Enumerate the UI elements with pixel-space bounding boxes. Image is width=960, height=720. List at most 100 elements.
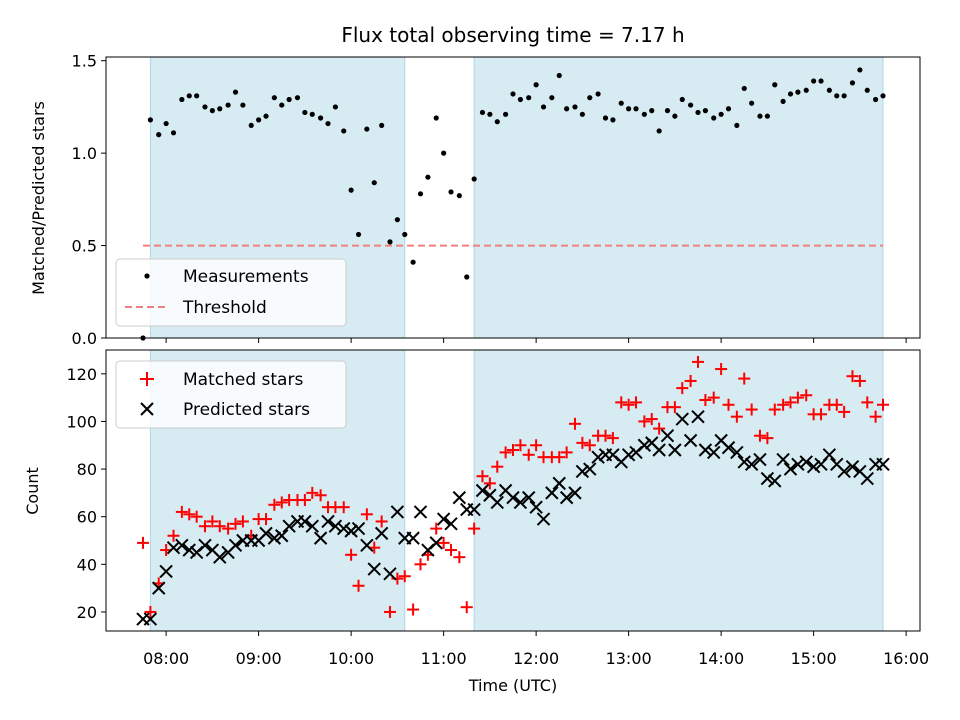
predicted-star-stroke-b [483, 488, 497, 502]
measurement-point [325, 120, 331, 127]
predicted-star-stroke-b [166, 540, 181, 555]
matched-star-point [175, 505, 188, 518]
predicted-star-point [683, 433, 698, 448]
predicted-star-point [675, 412, 689, 426]
measurement-point [179, 96, 185, 103]
matched-star-point [568, 417, 581, 430]
matched-star-point [453, 551, 466, 564]
matched-star-point [430, 522, 443, 535]
top-y-tick-label: 0.0 [72, 329, 97, 348]
x-tick-label: 13:00 [606, 649, 652, 668]
measurement-point [795, 89, 801, 95]
measurement-point [355, 231, 362, 238]
predicted-star-point [845, 459, 860, 474]
measurement-point [417, 191, 424, 197]
matched-star-point [615, 396, 628, 409]
bottom-y-tick-label: 80 [77, 460, 97, 479]
measurement-point [256, 117, 262, 123]
matched-star-point [522, 448, 535, 461]
matched-star-point [414, 558, 427, 571]
x-tick-label: 11:00 [421, 649, 467, 668]
measurement-point [595, 91, 601, 97]
matched-star-point [499, 446, 512, 459]
measurement-point [841, 93, 847, 99]
measurement-point [641, 111, 647, 117]
predicted-star-point [552, 476, 566, 491]
predicted-star-stroke-b [806, 459, 821, 474]
matched-star-point [622, 398, 635, 411]
predicted-star-stroke-b [351, 521, 366, 536]
predicted-star-stroke-b [737, 455, 751, 469]
measurement-point [610, 117, 616, 123]
predicted-star-stroke-b [490, 495, 504, 510]
measurement-point [826, 87, 832, 93]
matched-star-point [553, 451, 566, 464]
predicted-star-stroke-b [228, 538, 243, 552]
top-x-ticks [165, 338, 907, 343]
bottom-y-axis-label: Count [23, 467, 42, 515]
matched-star-point [699, 394, 712, 407]
measurement-point [348, 187, 354, 193]
predicted-star-stroke-b [753, 452, 767, 467]
measurement-point [487, 111, 493, 117]
predicted-star-point [621, 448, 636, 462]
matched-star-point [768, 403, 781, 416]
matched-star-point [753, 429, 766, 442]
bottom-y-tick-label: 20 [77, 603, 97, 622]
matched-star-point [800, 389, 813, 402]
matched-star-point [306, 486, 319, 499]
top-legend: Measurements Threshold [115, 258, 347, 327]
measurement-point [672, 113, 678, 119]
matched-star-point [375, 515, 388, 528]
predicted-star-point [383, 567, 397, 581]
measurement-point [572, 104, 578, 110]
measurement-point [186, 93, 192, 99]
bottom-y-ticks: 20 40 60 80 100 120 [66, 365, 106, 622]
predicted-star-stroke-b [337, 521, 351, 536]
measurement-point [402, 231, 408, 238]
predicted-star-point [328, 519, 343, 533]
observing-windows-top [149, 56, 884, 339]
predicted-star-stroke-b [860, 471, 874, 486]
predicted-star-stroke-b [760, 471, 775, 486]
measurement-point [811, 78, 817, 84]
predicted-star-stroke-b [429, 536, 443, 550]
matched-star-point [784, 396, 797, 409]
matched-star-point [268, 498, 281, 511]
measurement-point [332, 104, 338, 110]
predicted-star-stroke-b [552, 476, 566, 491]
x-tick-label: 15:00 [791, 649, 837, 668]
predicted-star-stroke-b [522, 490, 536, 505]
predicted-star-point [837, 464, 851, 479]
predicted-star-point [413, 505, 428, 519]
measurement-point [757, 113, 763, 119]
measurement-point [649, 108, 655, 114]
measurement-point [225, 102, 231, 108]
measurement-point [194, 93, 200, 99]
matched-star-point [815, 408, 828, 421]
predicted-star-point [559, 490, 574, 505]
predicted-star-stroke-b [799, 455, 813, 469]
measurement-point [818, 78, 824, 84]
predicted-star-stroke-b [876, 457, 890, 472]
measurement-point [456, 193, 462, 199]
predicted-star-stroke-b [822, 448, 837, 462]
matched-star-point [877, 398, 889, 411]
predicted-star-point [637, 438, 652, 452]
x-tick-label: 14:00 [698, 649, 744, 668]
count-panel: 08:00 09:00 10:00 11:00 12:00 13:00 14:00 15:00… [23, 349, 929, 695]
predicted-star-point [652, 443, 666, 457]
predicted-star-stroke-b [691, 409, 705, 424]
predicted-star-stroke-b [536, 512, 551, 526]
predicted-star-stroke-b [498, 483, 513, 498]
bottom-legend-box [115, 360, 347, 429]
x-axis-label: Time (UTC) [468, 676, 557, 695]
measurement-point [271, 95, 277, 101]
predicted-star-stroke-b [321, 514, 335, 529]
predicted-star-stroke-b [513, 495, 528, 510]
matched-star-point [407, 603, 420, 616]
matched-star-point [345, 548, 358, 561]
measurement-point [780, 98, 786, 104]
predicted-star-stroke-b [837, 464, 851, 479]
matched-star-point [398, 570, 411, 583]
